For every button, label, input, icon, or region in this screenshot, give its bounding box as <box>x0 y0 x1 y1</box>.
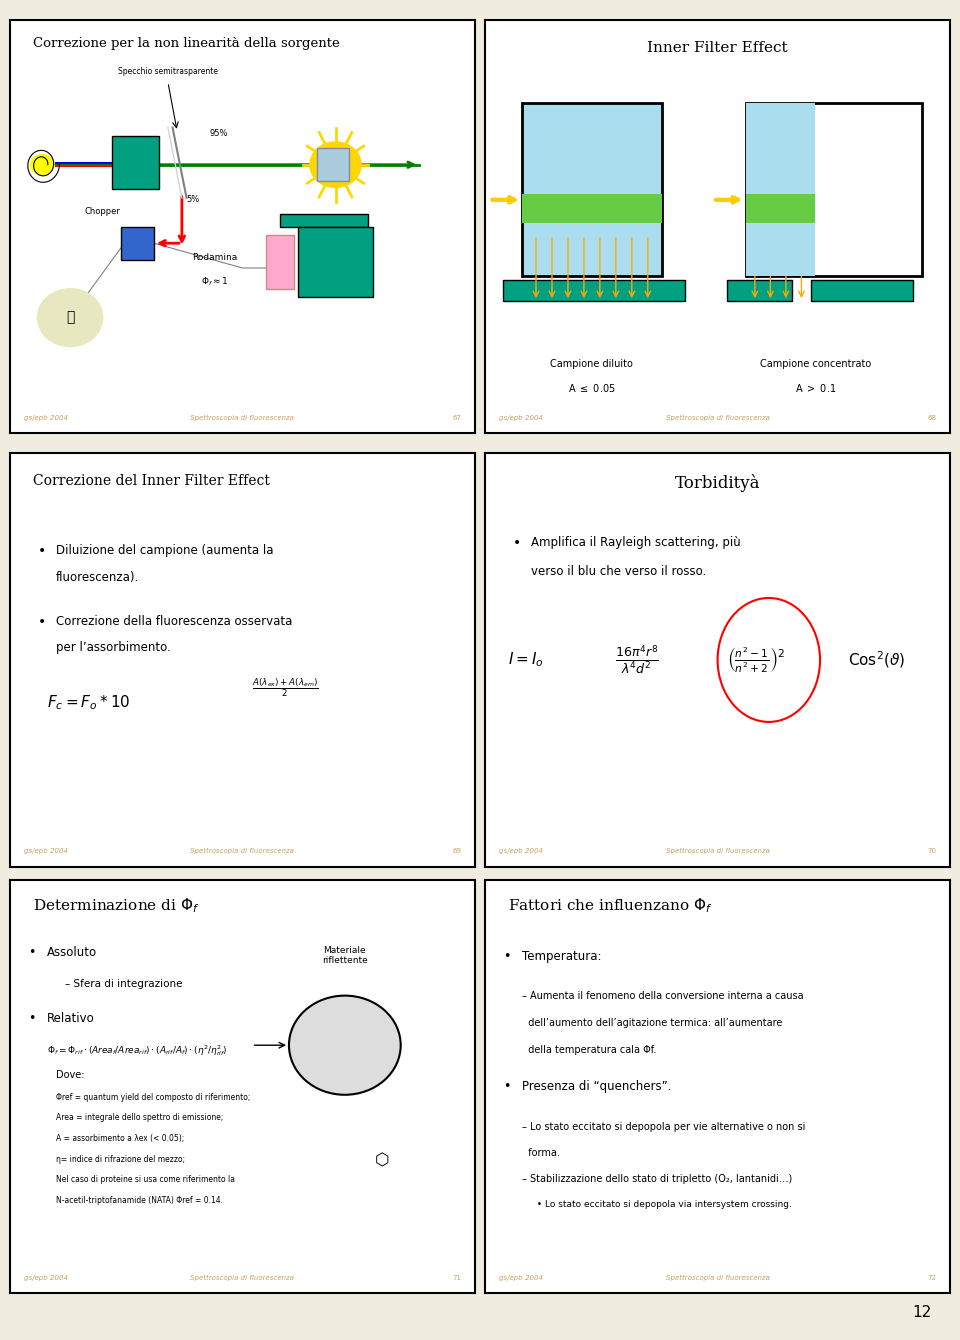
Text: della temperatura cala Φf.: della temperatura cala Φf. <box>522 1045 657 1055</box>
Circle shape <box>310 142 361 188</box>
Text: •: • <box>513 536 521 549</box>
Text: 72: 72 <box>927 1274 936 1281</box>
Text: 12: 12 <box>912 1305 931 1320</box>
Text: 70: 70 <box>927 848 936 854</box>
Text: Correzione della fluorescenza osservata: Correzione della fluorescenza osservata <box>56 615 293 627</box>
Circle shape <box>289 996 400 1095</box>
Text: Specchio semitrasparente: Specchio semitrasparente <box>118 67 218 76</box>
Text: Amplifica il Rayleigh scattering, più: Amplifica il Rayleigh scattering, più <box>532 536 741 549</box>
Text: Chopper: Chopper <box>84 208 121 216</box>
Text: fluorescenza).: fluorescenza). <box>56 571 139 584</box>
Text: $\Phi_f \approx 1$: $\Phi_f \approx 1$ <box>201 276 228 288</box>
Text: η= indice di rifrazione del mezzo;: η= indice di rifrazione del mezzo; <box>56 1155 185 1163</box>
FancyBboxPatch shape <box>279 214 368 226</box>
Text: •: • <box>503 950 511 963</box>
Text: Presenza di “quenchers”.: Presenza di “quenchers”. <box>522 1080 672 1093</box>
Text: A $\leq$ 0.05: A $\leq$ 0.05 <box>568 382 615 394</box>
Text: Nel caso di proteine si usa come riferimento la: Nel caso di proteine si usa come riferim… <box>56 1175 235 1185</box>
Text: N-acetil-triptofanamide (NATA) Φref = 0.14.: N-acetil-triptofanamide (NATA) Φref = 0.… <box>56 1197 223 1205</box>
FancyBboxPatch shape <box>299 226 372 297</box>
Text: Correzione per la non linearità della sorgente: Correzione per la non linearità della so… <box>33 36 340 50</box>
Text: verso il blu che verso il rosso.: verso il blu che verso il rosso. <box>532 565 707 578</box>
Text: $\left(\frac{n^2-1}{n^2+2}\right)^2$: $\left(\frac{n^2-1}{n^2+2}\right)^2$ <box>727 646 785 674</box>
Text: A $>$ 0.1: A $>$ 0.1 <box>795 382 836 394</box>
Text: Materiale
riflettente: Materiale riflettente <box>322 946 368 965</box>
FancyBboxPatch shape <box>746 103 815 276</box>
Text: 5%: 5% <box>186 194 200 204</box>
Text: • Lo stato eccitato si depopola via intersystem crossing.: • Lo stato eccitato si depopola via inte… <box>532 1199 792 1209</box>
Text: $F_c = F_o * 10$: $F_c = F_o * 10$ <box>47 693 131 712</box>
Text: •: • <box>37 544 46 559</box>
Text: A = assorbimento a λex (< 0.05);: A = assorbimento a λex (< 0.05); <box>56 1134 184 1143</box>
Text: – Sfera di integrazione: – Sfera di integrazione <box>65 980 183 989</box>
Text: Correzione del Inner Filter Effect: Correzione del Inner Filter Effect <box>33 474 270 488</box>
Text: 💻: 💻 <box>66 311 74 324</box>
Text: Relativo: Relativo <box>47 1012 95 1025</box>
Text: gs/epb 2004: gs/epb 2004 <box>24 848 67 854</box>
Text: Torbidityà: Torbidityà <box>675 474 760 492</box>
Text: Dove:: Dove: <box>56 1069 84 1080</box>
Text: gs/epb 2004: gs/epb 2004 <box>24 1274 67 1281</box>
Circle shape <box>31 154 54 176</box>
Text: Rodamina: Rodamina <box>192 253 237 261</box>
Text: Spettroscopia di fluorescenza: Spettroscopia di fluorescenza <box>190 1274 295 1281</box>
FancyBboxPatch shape <box>810 280 913 302</box>
Text: Inner Filter Effect: Inner Filter Effect <box>647 40 788 55</box>
Text: gs/epb 2004: gs/epb 2004 <box>499 848 542 854</box>
Text: Assoluto: Assoluto <box>47 946 97 959</box>
Text: – Lo stato eccitato si depopola per vie alternative o non si: – Lo stato eccitato si depopola per vie … <box>522 1122 805 1132</box>
Text: Determinazione di $\Phi_f$: Determinazione di $\Phi_f$ <box>33 896 200 915</box>
Text: $\Phi_f = \Phi_{rif} \cdot (Area_f/Area_{rif}) \cdot (A_{rif}/A_f) \cdot (\eta^2: $\Phi_f = \Phi_{rif} \cdot (Area_f/Area_… <box>47 1043 228 1059</box>
Text: gs/epb 2004: gs/epb 2004 <box>24 415 67 421</box>
Text: gs/epb 2004: gs/epb 2004 <box>499 415 542 421</box>
Circle shape <box>37 288 103 347</box>
Text: 71: 71 <box>452 1274 461 1281</box>
FancyBboxPatch shape <box>522 103 661 276</box>
FancyBboxPatch shape <box>503 280 685 302</box>
FancyBboxPatch shape <box>746 193 815 222</box>
Text: – Stabilizzazione dello stato di tripletto (O₂, lantanidi…): – Stabilizzazione dello stato di triplet… <box>522 1174 792 1183</box>
Text: •: • <box>37 615 46 628</box>
Text: $\frac{16 \pi^4 r^8}{\lambda^4 d^2}$: $\frac{16 \pi^4 r^8}{\lambda^4 d^2}$ <box>615 643 660 677</box>
Text: $I = I_o$: $I = I_o$ <box>508 651 543 669</box>
Text: gs/epb 2004: gs/epb 2004 <box>499 1274 542 1281</box>
Text: – Aumenta il fenomeno della conversione interna a causa: – Aumenta il fenomeno della conversione … <box>522 992 804 1001</box>
Text: 68: 68 <box>927 415 936 421</box>
Text: Campione concentrato: Campione concentrato <box>759 359 871 368</box>
Text: $\mathrm{Cos}^2(\vartheta)$: $\mathrm{Cos}^2(\vartheta)$ <box>848 650 905 670</box>
FancyBboxPatch shape <box>121 226 154 260</box>
Text: Spettroscopia di fluorescenza: Spettroscopia di fluorescenza <box>665 415 770 421</box>
FancyBboxPatch shape <box>522 193 661 222</box>
Text: Campione diluito: Campione diluito <box>550 359 634 368</box>
Text: forma.: forma. <box>522 1147 560 1158</box>
Text: •: • <box>28 946 36 959</box>
Text: ⬡: ⬡ <box>374 1152 390 1170</box>
Text: Spettroscopia di fluorescenza: Spettroscopia di fluorescenza <box>665 848 770 854</box>
FancyBboxPatch shape <box>727 280 792 302</box>
Text: Fattori che influenzano $\Phi_f$: Fattori che influenzano $\Phi_f$ <box>508 896 712 915</box>
FancyBboxPatch shape <box>112 135 158 189</box>
Text: 69: 69 <box>452 848 461 854</box>
Text: Spettroscopia di fluorescenza: Spettroscopia di fluorescenza <box>190 848 295 854</box>
Text: $\frac{A(\lambda_{ex}) + A(\lambda_{em})}{2}$: $\frac{A(\lambda_{ex}) + A(\lambda_{em})… <box>252 677 319 699</box>
FancyBboxPatch shape <box>317 149 349 181</box>
Text: dell’aumento dell’agitazione termica: all’aumentare: dell’aumento dell’agitazione termica: al… <box>522 1018 782 1028</box>
Text: •: • <box>503 1080 511 1093</box>
Text: 67: 67 <box>452 415 461 421</box>
Text: Spettroscopia di fluorescenza: Spettroscopia di fluorescenza <box>665 1274 770 1281</box>
Text: Spettroscopia di fluorescenza: Spettroscopia di fluorescenza <box>190 415 295 421</box>
Text: Temperatura:: Temperatura: <box>522 950 602 963</box>
Text: per l’assorbimento.: per l’assorbimento. <box>56 642 171 654</box>
Text: Diluizione del campione (aumenta la: Diluizione del campione (aumenta la <box>56 544 274 557</box>
Text: Φref = quantum yield del composto di riferimento;: Φref = quantum yield del composto di rif… <box>56 1092 251 1101</box>
Text: •: • <box>28 1012 36 1025</box>
Text: 95%: 95% <box>210 129 228 138</box>
FancyBboxPatch shape <box>746 103 923 276</box>
FancyBboxPatch shape <box>266 234 294 288</box>
Text: Area = integrale dello spettro di emissione;: Area = integrale dello spettro di emissi… <box>56 1114 224 1123</box>
